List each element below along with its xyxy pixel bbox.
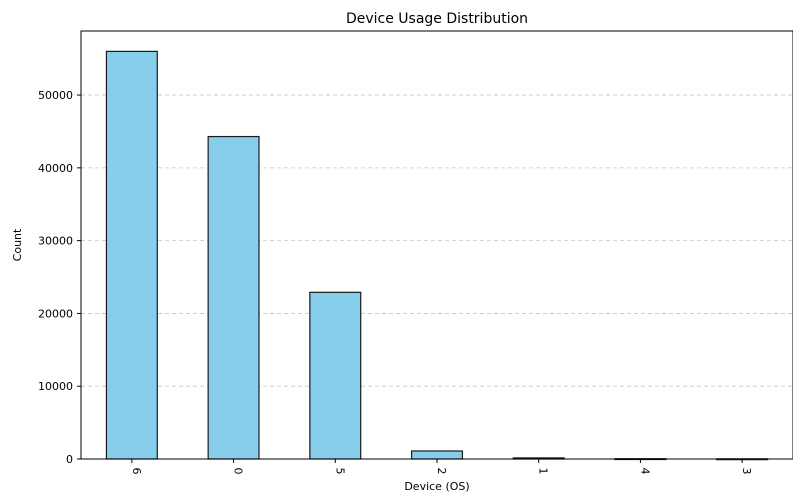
bar-device-6 (105, 50, 158, 460)
y-tick-label: 30000 (38, 235, 73, 248)
x-tick-label: 3 (740, 468, 753, 475)
x-tick-label: 6 (130, 468, 143, 475)
grid-lines (81, 94, 793, 387)
y-tick-label: 40000 (38, 162, 73, 175)
x-tick-label: 4 (638, 468, 651, 475)
x-tick-label: 0 (232, 468, 245, 475)
chart-title: Device Usage Distribution (346, 11, 528, 27)
bars (105, 50, 769, 461)
y-tick-label: 20000 (38, 307, 73, 320)
y-tick-label: 10000 (38, 380, 73, 393)
x-axis-label: Device (OS) (404, 480, 469, 493)
x-axis-ticks: 6 0 5 2 1 4 3 (130, 459, 753, 475)
bar-device-5 (309, 291, 362, 460)
y-axis-ticks: 0 10000 20000 30000 40000 50000 (38, 89, 81, 466)
x-tick-label: 2 (435, 468, 448, 475)
y-tick-label: 0 (66, 453, 73, 466)
x-tick-label: 1 (537, 468, 550, 475)
bar-device-2 (410, 450, 464, 460)
y-tick-label: 50000 (38, 89, 73, 102)
y-axis-label: Count (11, 228, 24, 261)
bar-device-0 (207, 135, 260, 460)
x-tick-label: 5 (333, 468, 346, 475)
